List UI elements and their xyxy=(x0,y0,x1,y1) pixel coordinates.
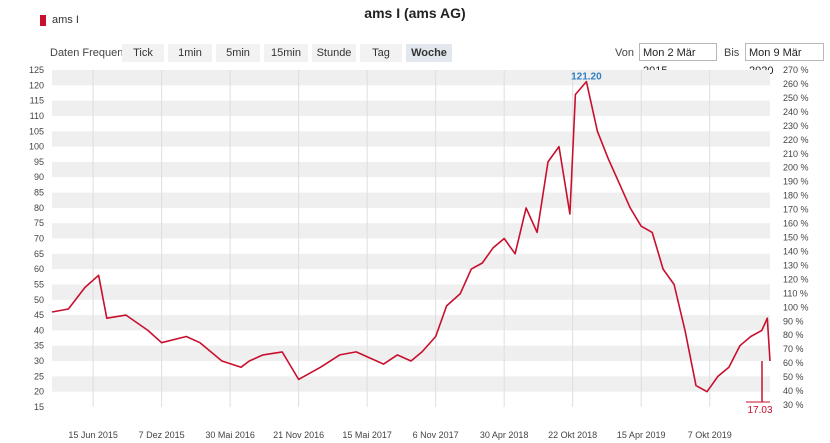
legend-label: ams I xyxy=(52,14,79,26)
legend-swatch xyxy=(40,14,46,26)
freq-button-5min[interactable]: 5min xyxy=(216,44,260,62)
y2-tick-label: 100 % xyxy=(783,302,809,312)
y-tick-label: 95 xyxy=(34,157,44,167)
chart-title: ams I (ams AG) xyxy=(364,5,466,21)
y-tick-label: 30 xyxy=(34,356,44,366)
y2-tick-label: 60 % xyxy=(783,358,804,368)
y2-tick-label: 130 % xyxy=(783,260,809,270)
x-tick-label: 6 Nov 2017 xyxy=(413,430,459,440)
to-date-input[interactable]: Mon 9 Mär 2020 xyxy=(745,43,824,77)
y-tick-label: 110 xyxy=(30,111,44,121)
y-tick-label: 70 xyxy=(34,234,44,244)
grid-band xyxy=(52,345,770,362)
y2-tick-label: 80 % xyxy=(783,330,804,340)
y-tick-label: 40 xyxy=(34,325,44,335)
y-tick-label: 15 xyxy=(34,402,44,412)
y-tick-label: 25 xyxy=(34,371,44,381)
grid-band xyxy=(52,284,770,300)
y2-tick-label: 270 % xyxy=(783,65,809,75)
y-tick-label: 90 xyxy=(34,172,44,182)
y2-tick-label: 170 % xyxy=(783,205,809,215)
y-tick-label: 105 xyxy=(29,126,44,136)
chart-legend: ams I xyxy=(40,14,79,26)
max-value-label: 121.20 xyxy=(571,72,602,83)
grid-band xyxy=(52,131,770,147)
x-tick-label: 7 Okt 2019 xyxy=(688,430,732,440)
freq-button-woche[interactable]: Woche xyxy=(406,44,452,62)
y-tick-label: 100 xyxy=(29,142,44,152)
y-tick-label: 120 xyxy=(29,80,44,90)
y-tick-label: 85 xyxy=(34,188,44,198)
x-tick-label: 21 Nov 2016 xyxy=(273,430,324,440)
from-label: Von xyxy=(615,47,634,59)
y2-tick-label: 200 % xyxy=(783,163,809,173)
y-tick-label: 45 xyxy=(34,310,44,320)
x-tick-label: 15 Jun 2015 xyxy=(68,430,118,440)
grid-band xyxy=(52,253,770,270)
last-value-label: 17.03 xyxy=(747,405,772,416)
y2-tick-label: 260 % xyxy=(783,79,809,89)
x-tick-label: 15 Mai 2017 xyxy=(342,430,392,440)
y2-tick-label: 50 % xyxy=(783,372,804,382)
x-tick-label: 30 Apr 2018 xyxy=(480,430,529,440)
freq-button-15min[interactable]: 15min xyxy=(264,44,308,62)
y-tick-label: 115 xyxy=(30,96,44,106)
y2-tick-label: 180 % xyxy=(783,191,809,201)
frequency-label: Daten Frequenz xyxy=(50,47,129,59)
y2-tick-label: 220 % xyxy=(783,135,809,145)
grid-band xyxy=(52,315,770,331)
freq-button-stunde[interactable]: Stunde xyxy=(312,44,356,62)
y-tick-label: 65 xyxy=(34,249,44,259)
y2-tick-label: 240 % xyxy=(783,107,809,117)
y2-tick-label: 90 % xyxy=(783,316,804,326)
y2-tick-label: 250 % xyxy=(783,93,809,103)
grid-band xyxy=(52,100,770,116)
grid-band xyxy=(52,70,770,86)
y2-tick-label: 150 % xyxy=(783,233,809,243)
y2-tick-label: 230 % xyxy=(783,121,809,131)
y-tick-label: 35 xyxy=(34,341,44,351)
grid-band xyxy=(52,192,770,208)
y-tick-label: 55 xyxy=(34,279,44,289)
y-tick-label: 50 xyxy=(34,295,44,305)
grid-band xyxy=(52,161,770,178)
x-tick-label: 7 Dez 2015 xyxy=(139,430,185,440)
x-tick-label: 30 Mai 2016 xyxy=(205,430,255,440)
y2-tick-label: 40 % xyxy=(783,386,804,396)
y-tick-label: 80 xyxy=(34,203,44,213)
y2-tick-label: 120 % xyxy=(783,274,809,284)
y2-tick-label: 190 % xyxy=(783,177,809,187)
y-tick-label: 125 xyxy=(29,65,44,75)
to-label: Bis xyxy=(724,47,740,59)
y2-tick-label: 160 % xyxy=(783,219,809,229)
y-tick-label: 20 xyxy=(34,387,44,397)
y-tick-label: 75 xyxy=(34,218,44,228)
grid-band xyxy=(52,223,770,239)
freq-button-tick[interactable]: Tick xyxy=(122,44,164,62)
freq-button-tag[interactable]: Tag xyxy=(360,44,402,62)
grid-band xyxy=(52,376,770,392)
x-tick-label: 22 Okt 2018 xyxy=(548,430,597,440)
y2-tick-label: 140 % xyxy=(783,246,809,256)
series-line-ams xyxy=(51,80,771,393)
y2-tick-label: 210 % xyxy=(783,149,809,159)
y2-tick-label: 30 % xyxy=(783,400,804,410)
freq-button-1min[interactable]: 1min xyxy=(168,44,212,62)
y2-tick-label: 70 % xyxy=(783,344,804,354)
y2-tick-label: 110 % xyxy=(783,288,808,298)
x-tick-label: 15 Apr 2019 xyxy=(617,430,666,440)
y-tick-label: 60 xyxy=(34,264,44,274)
